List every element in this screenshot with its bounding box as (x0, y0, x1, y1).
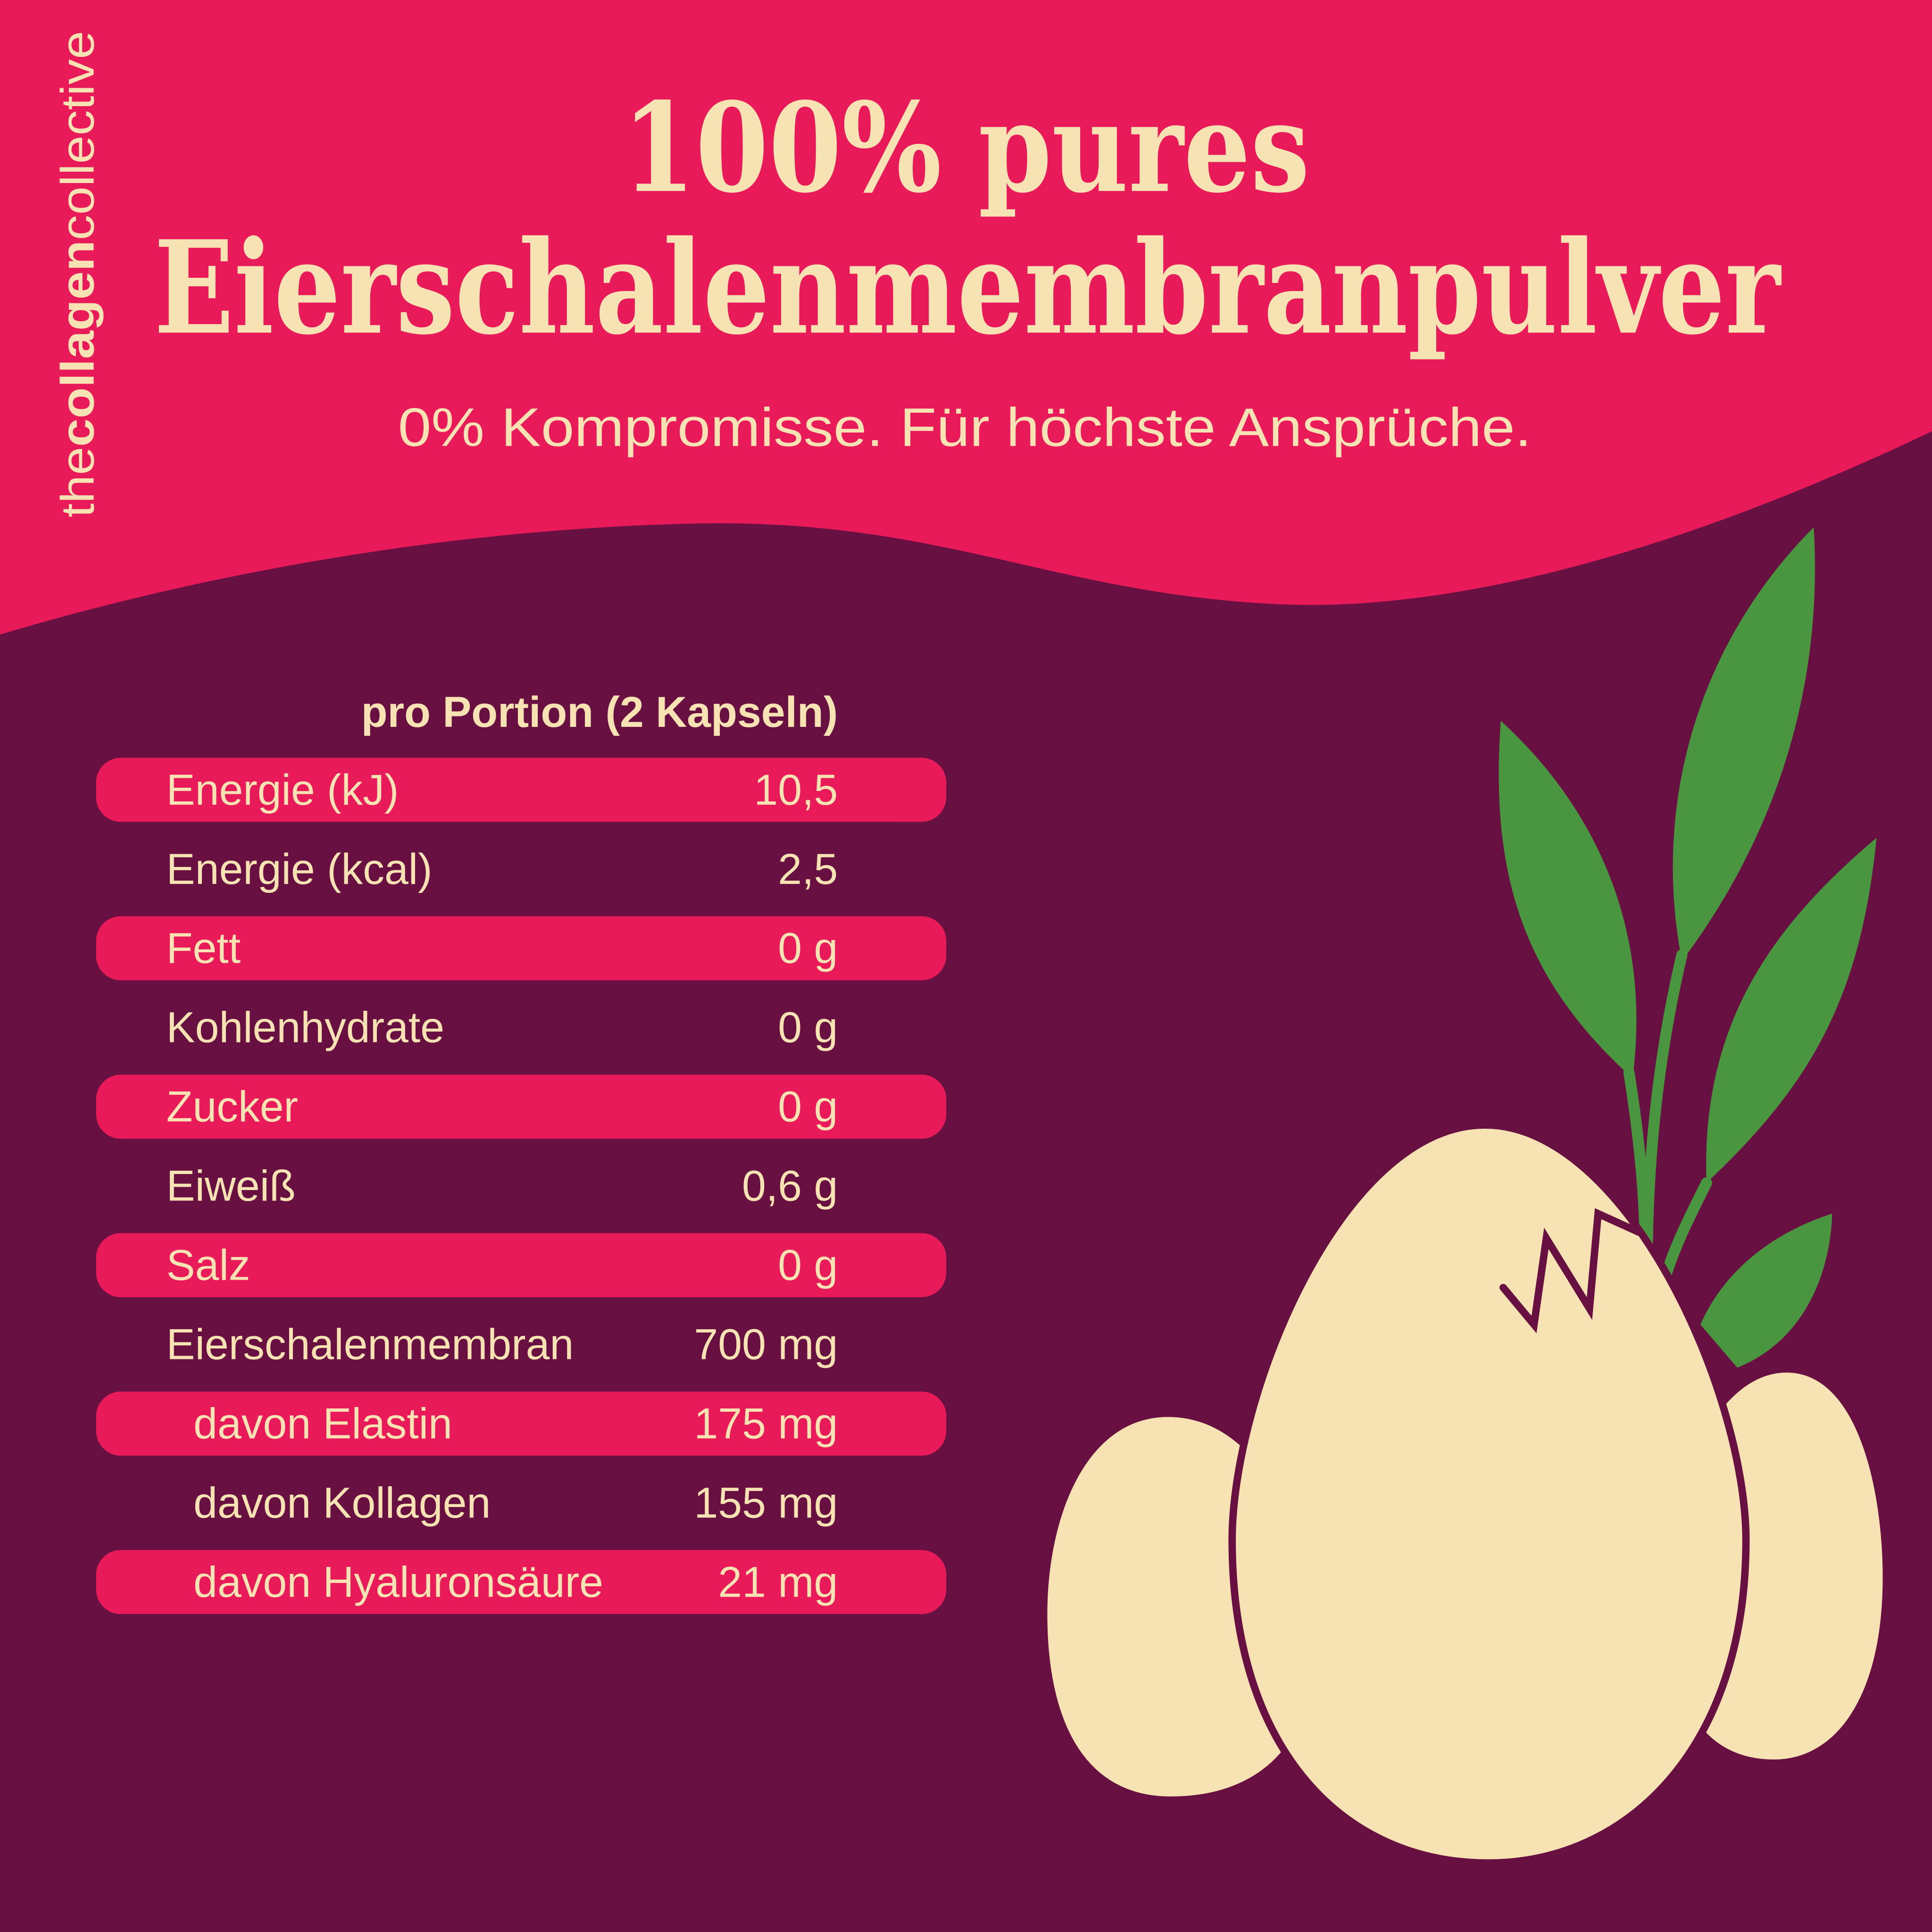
header-wave (0, 0, 1932, 635)
stem (1623, 949, 1712, 1281)
row-label: Salz (167, 1241, 250, 1290)
row-highlight (96, 1074, 947, 1139)
row-label: Eiweiß (167, 1162, 296, 1210)
row-value: 0 g (778, 924, 838, 973)
row-value: 0 g (778, 1241, 838, 1290)
row-label: Energie (kcal) (167, 845, 433, 893)
table-row: Energie (kcal) 2,5 (167, 845, 838, 893)
row-label: Fett (167, 924, 241, 973)
plant-illustration (1499, 527, 1877, 1368)
table-row: davon Elastin 175 mg (96, 1391, 947, 1456)
row-highlight (96, 916, 947, 981)
table-row: Kohlenhydrate 0 g (167, 1004, 838, 1052)
table-row: Energie (kJ) 10,5 (96, 758, 947, 822)
eggs-illustration (1042, 1121, 1888, 1867)
row-value: 0 g (778, 1083, 838, 1131)
table-header: pro Portion (2 Kapseln) (361, 688, 838, 736)
row-value: 0 g (778, 1004, 838, 1052)
row-value: 2,5 (778, 845, 838, 893)
row-value: 175 mg (694, 1400, 838, 1448)
brand-bold: collagen (52, 240, 104, 447)
egg-icon (1228, 1121, 1750, 1867)
nutrition-table: Energie (kJ) 10,5 Energie (kcal) 2,5 Fett 0 g… (96, 758, 947, 1615)
row-label: davon Elastin (193, 1400, 452, 1448)
row-value: 0,6 g (742, 1162, 838, 1210)
table-row: Eierschalenmembran 700 mg (167, 1321, 838, 1369)
row-label: davon Kollagen (193, 1479, 491, 1527)
subtitle: 0% Kompromisse. Für höchste Ansprüche. (398, 398, 1532, 458)
title-line2: Eierschalenmembranpulver (154, 213, 1783, 363)
brand-suffix: collective (52, 31, 104, 240)
row-value: 155 mg (694, 1479, 838, 1527)
row-label: Energie (kJ) (167, 766, 399, 814)
table-row: davon Kollagen 155 mg (193, 1479, 838, 1527)
table-row: Zucker 0 g (96, 1074, 947, 1139)
row-value: 10,5 (754, 766, 838, 814)
table-row: Eiweiß 0,6 g (167, 1162, 838, 1210)
row-label: davon Hyaluronsäure (193, 1558, 603, 1606)
row-highlight (96, 1233, 947, 1298)
brand-logo: thecollagencollective (52, 31, 104, 517)
title-line1: 100% pures (622, 75, 1310, 220)
row-highlight (96, 1550, 947, 1615)
leaf-icon (1499, 527, 1877, 1368)
crack-icon (1499, 1208, 1643, 1333)
row-label: Zucker (167, 1083, 298, 1131)
table-row: Salz 0 g (96, 1233, 947, 1298)
row-value: 21 mg (718, 1558, 838, 1606)
row-label: Kohlenhydrate (167, 1004, 445, 1052)
table-row: davon Hyaluronsäure 21 mg (96, 1550, 947, 1615)
table-row: Fett 0 g (96, 916, 947, 981)
row-label: Eierschalenmembran (167, 1321, 574, 1369)
row-highlight (96, 758, 947, 822)
brand-prefix: the (52, 447, 104, 517)
row-value: 700 mg (694, 1321, 838, 1369)
row-highlight (96, 1391, 947, 1456)
